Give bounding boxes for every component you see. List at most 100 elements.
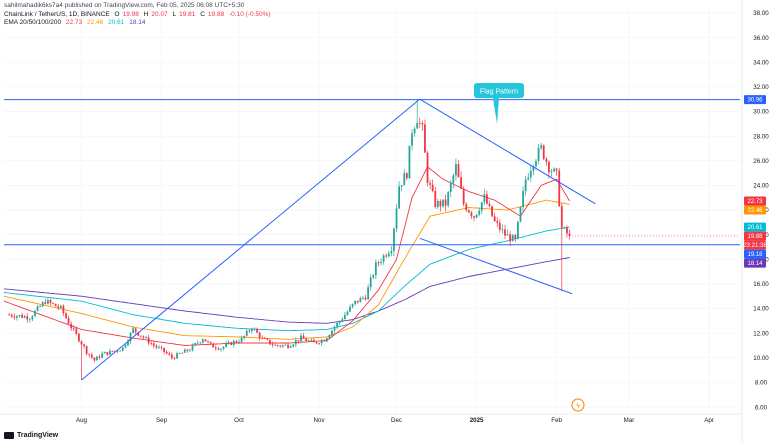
candle-body [163, 347, 166, 352]
candle-body [101, 353, 104, 358]
candle-body [424, 124, 426, 153]
candle-body [214, 347, 217, 349]
candle-body [150, 343, 153, 345]
ohlc-change: -0.10 (-0.50%) [229, 10, 271, 18]
candle-body [243, 335, 246, 338]
flag-pattern-callout: Flag Pattern [474, 83, 524, 124]
candle-body [429, 183, 432, 185]
candle-body [364, 297, 367, 300]
price-tag [744, 258, 766, 268]
y-tick-label: 30.00 [753, 109, 769, 116]
x-tick-label: Aug [76, 417, 88, 424]
candle-body [132, 328, 135, 333]
y-tick-label: 28.00 [753, 133, 769, 140]
ema50-line [3, 199, 570, 340]
y-tick-label: 34.00 [753, 59, 769, 66]
trendlines [4, 98, 740, 381]
candle-body [336, 322, 339, 328]
candle-body [189, 350, 191, 352]
candle-body [390, 251, 393, 254]
price-tag-label: 20.61 [747, 225, 763, 231]
candle-body [124, 345, 127, 348]
candle-body [261, 338, 264, 339]
candle-body [28, 319, 31, 321]
candle-body [545, 158, 548, 162]
candle-body [444, 199, 447, 206]
candle-body [204, 339, 207, 342]
candle-body [356, 300, 359, 303]
candle-body [475, 214, 478, 218]
candle-body [328, 335, 331, 339]
candle-body [532, 166, 535, 171]
candle-body [359, 297, 362, 303]
svg-text:ϟ: ϟ [576, 403, 580, 410]
ema50-value: 22.46 [87, 19, 104, 27]
candle-body [418, 122, 421, 124]
candle-body [408, 145, 411, 179]
price-tag-label: 19.18 [747, 252, 763, 258]
candle-body [83, 344, 85, 347]
candle-body [147, 337, 150, 344]
ema200-line [3, 257, 570, 324]
ema-line[interactable]: EMA 20/50/100/200 22.73 22.46 20.61 18.1… [4, 19, 274, 28]
candle-body [346, 311, 349, 315]
candle-body [529, 170, 532, 178]
candle-body [374, 262, 377, 276]
candle-body [263, 338, 266, 339]
candle-body [555, 168, 558, 171]
candle-body [351, 304, 354, 307]
candle-body [323, 340, 326, 342]
candle-body [39, 306, 42, 307]
candle-body [514, 235, 517, 239]
candle-body [75, 328, 78, 334]
candle-body [312, 339, 315, 343]
candle-body [176, 353, 178, 359]
candle-body [220, 348, 222, 350]
candle-body [8, 314, 11, 316]
ohlc-high: 20.07 [151, 10, 168, 18]
y-tick-label: 32.00 [753, 84, 769, 91]
candle-body [506, 234, 509, 236]
trendline-flag-upper [419, 98, 596, 205]
candle-body [393, 228, 395, 252]
candle-body [258, 332, 261, 339]
tradingview-mark-icon [4, 432, 14, 439]
ohlc-open-label: O [114, 10, 120, 18]
candle-body [338, 321, 341, 323]
x-tick-label: Feb [551, 417, 562, 424]
candle-body [493, 216, 496, 222]
candle-body [240, 337, 243, 342]
candle-body [462, 188, 465, 205]
tradingview-logo[interactable]: TradingView [4, 432, 58, 439]
candle-body [369, 277, 372, 288]
candle-body [382, 255, 385, 262]
candle-body [62, 305, 65, 314]
candle-body [455, 164, 457, 176]
candle-body [57, 306, 60, 308]
ema20-value: 22.73 [65, 19, 83, 27]
candle-body [524, 179, 527, 192]
candle-body [170, 354, 173, 359]
candle-body [413, 128, 416, 134]
time-axis[interactable]: Aug Sep Oct Nov Dec 2025 Feb Mar Apr [76, 417, 714, 424]
price-axis[interactable]: 6.008.0010.0012.0014.0016.0018.0020.0022… [753, 10, 769, 411]
symbol-name[interactable]: ChainLink / TetherUS, 1D, BINANCE [4, 10, 110, 18]
y-tick-label: 16.00 [753, 281, 769, 288]
candle-body [119, 350, 122, 352]
candle-body [183, 349, 186, 353]
candle-body [145, 337, 147, 339]
chart-grid [0, 0, 743, 443]
candle-body [139, 335, 142, 337]
candle-body [511, 235, 514, 242]
candles [8, 99, 571, 380]
publisher-line: sahilmahadik6ks7a4 published on TradingV… [4, 2, 245, 9]
candle-body [271, 344, 274, 346]
price-tag [744, 205, 766, 215]
ohlc-high-label: H [143, 10, 149, 18]
ohlc-close: 19.88 [207, 10, 225, 18]
event-marker-icon[interactable]: ϟ [571, 398, 585, 412]
candle-body [302, 335, 305, 339]
candle-body [21, 315, 23, 318]
candle-body [478, 210, 481, 215]
